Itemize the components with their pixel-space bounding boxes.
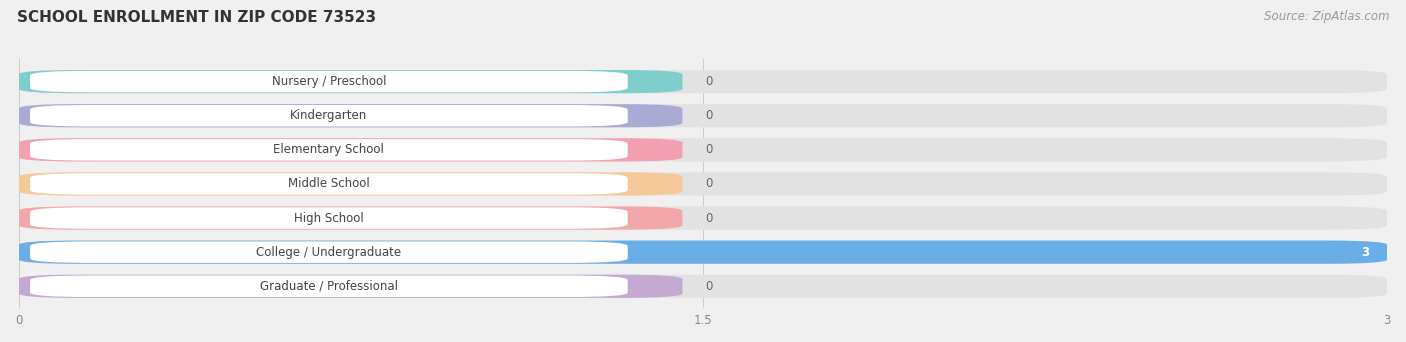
Text: Middle School: Middle School <box>288 177 370 190</box>
Text: Kindergarten: Kindergarten <box>290 109 367 122</box>
Text: College / Undergraduate: College / Undergraduate <box>256 246 402 259</box>
FancyBboxPatch shape <box>18 138 682 161</box>
FancyBboxPatch shape <box>30 241 627 263</box>
Text: 0: 0 <box>706 75 713 88</box>
FancyBboxPatch shape <box>18 104 682 127</box>
Text: High School: High School <box>294 212 364 225</box>
Text: Nursery / Preschool: Nursery / Preschool <box>271 75 387 88</box>
Text: 0: 0 <box>706 177 713 190</box>
FancyBboxPatch shape <box>18 275 1388 298</box>
FancyBboxPatch shape <box>18 172 682 196</box>
FancyBboxPatch shape <box>18 207 682 230</box>
Text: 0: 0 <box>706 212 713 225</box>
FancyBboxPatch shape <box>30 207 627 229</box>
Text: Graduate / Professional: Graduate / Professional <box>260 280 398 293</box>
FancyBboxPatch shape <box>18 275 682 298</box>
FancyBboxPatch shape <box>30 276 627 297</box>
FancyBboxPatch shape <box>30 105 627 127</box>
FancyBboxPatch shape <box>30 71 627 92</box>
FancyBboxPatch shape <box>18 104 1388 127</box>
Text: 0: 0 <box>706 109 713 122</box>
FancyBboxPatch shape <box>18 240 1388 264</box>
FancyBboxPatch shape <box>18 240 1388 264</box>
Text: 0: 0 <box>706 143 713 156</box>
FancyBboxPatch shape <box>18 70 1388 93</box>
FancyBboxPatch shape <box>18 172 1388 196</box>
FancyBboxPatch shape <box>30 139 627 161</box>
Text: SCHOOL ENROLLMENT IN ZIP CODE 73523: SCHOOL ENROLLMENT IN ZIP CODE 73523 <box>17 10 375 25</box>
Text: Source: ZipAtlas.com: Source: ZipAtlas.com <box>1264 10 1389 23</box>
FancyBboxPatch shape <box>18 207 1388 230</box>
FancyBboxPatch shape <box>30 173 627 195</box>
Text: 3: 3 <box>1361 246 1369 259</box>
FancyBboxPatch shape <box>18 138 1388 161</box>
Text: Elementary School: Elementary School <box>274 143 384 156</box>
Text: 0: 0 <box>706 280 713 293</box>
FancyBboxPatch shape <box>18 70 682 93</box>
